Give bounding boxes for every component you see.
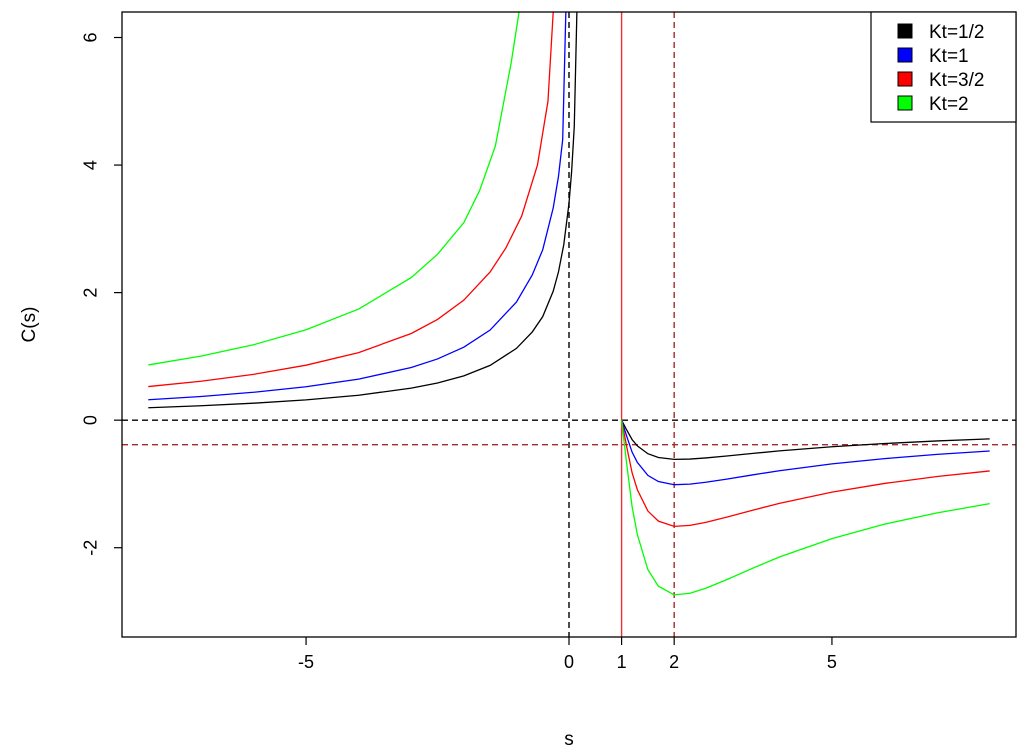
series-line-2-segment-2 (620, 419, 990, 486)
y-tick-label: 2 (81, 288, 101, 298)
series-line-4-segment-1 (148, 12, 520, 366)
legend-swatch (897, 71, 913, 87)
series-line-1-segment-2 (621, 419, 990, 461)
x-tick-label: 2 (669, 652, 679, 672)
y-tick-label: -2 (81, 540, 101, 556)
y-axis: -2 0 2 4 6 (81, 33, 122, 556)
series-line-1-segment-1 (148, 12, 578, 409)
x-axis: -5 0 1 2 5 (298, 637, 837, 672)
legend-label: Kt=1/2 (929, 22, 984, 43)
series-layer (148, 12, 990, 596)
legend-label: Kt=2 (929, 94, 969, 115)
legend-swatch (897, 47, 913, 63)
y-tick-label: 6 (81, 33, 101, 43)
legend-label: Kt=3/2 (929, 70, 984, 91)
series-line-3-segment-1 (148, 12, 554, 388)
x-tick-label: 1 (617, 652, 627, 672)
x-tick-label: 0 (564, 652, 574, 672)
legend-box (870, 11, 1017, 123)
series-line-4-segment-2 (620, 420, 990, 596)
x-axis-title: s (564, 729, 574, 750)
y-tick-label: 4 (81, 160, 101, 170)
legend: Kt=1/2 Kt=1 Kt=3/2 Kt=2 (870, 11, 1017, 123)
series-line-2-segment-1 (148, 12, 567, 401)
legend-label: Kt=1 (929, 46, 969, 67)
y-tick-label: 0 (81, 415, 101, 425)
legend-swatch (897, 95, 913, 111)
y-axis-title: C(s) (19, 307, 40, 343)
legend-swatch (897, 23, 913, 39)
x-tick-label: 5 (827, 652, 837, 672)
series-line-3-segment-2 (620, 420, 990, 528)
x-tick-label: -5 (298, 652, 314, 672)
